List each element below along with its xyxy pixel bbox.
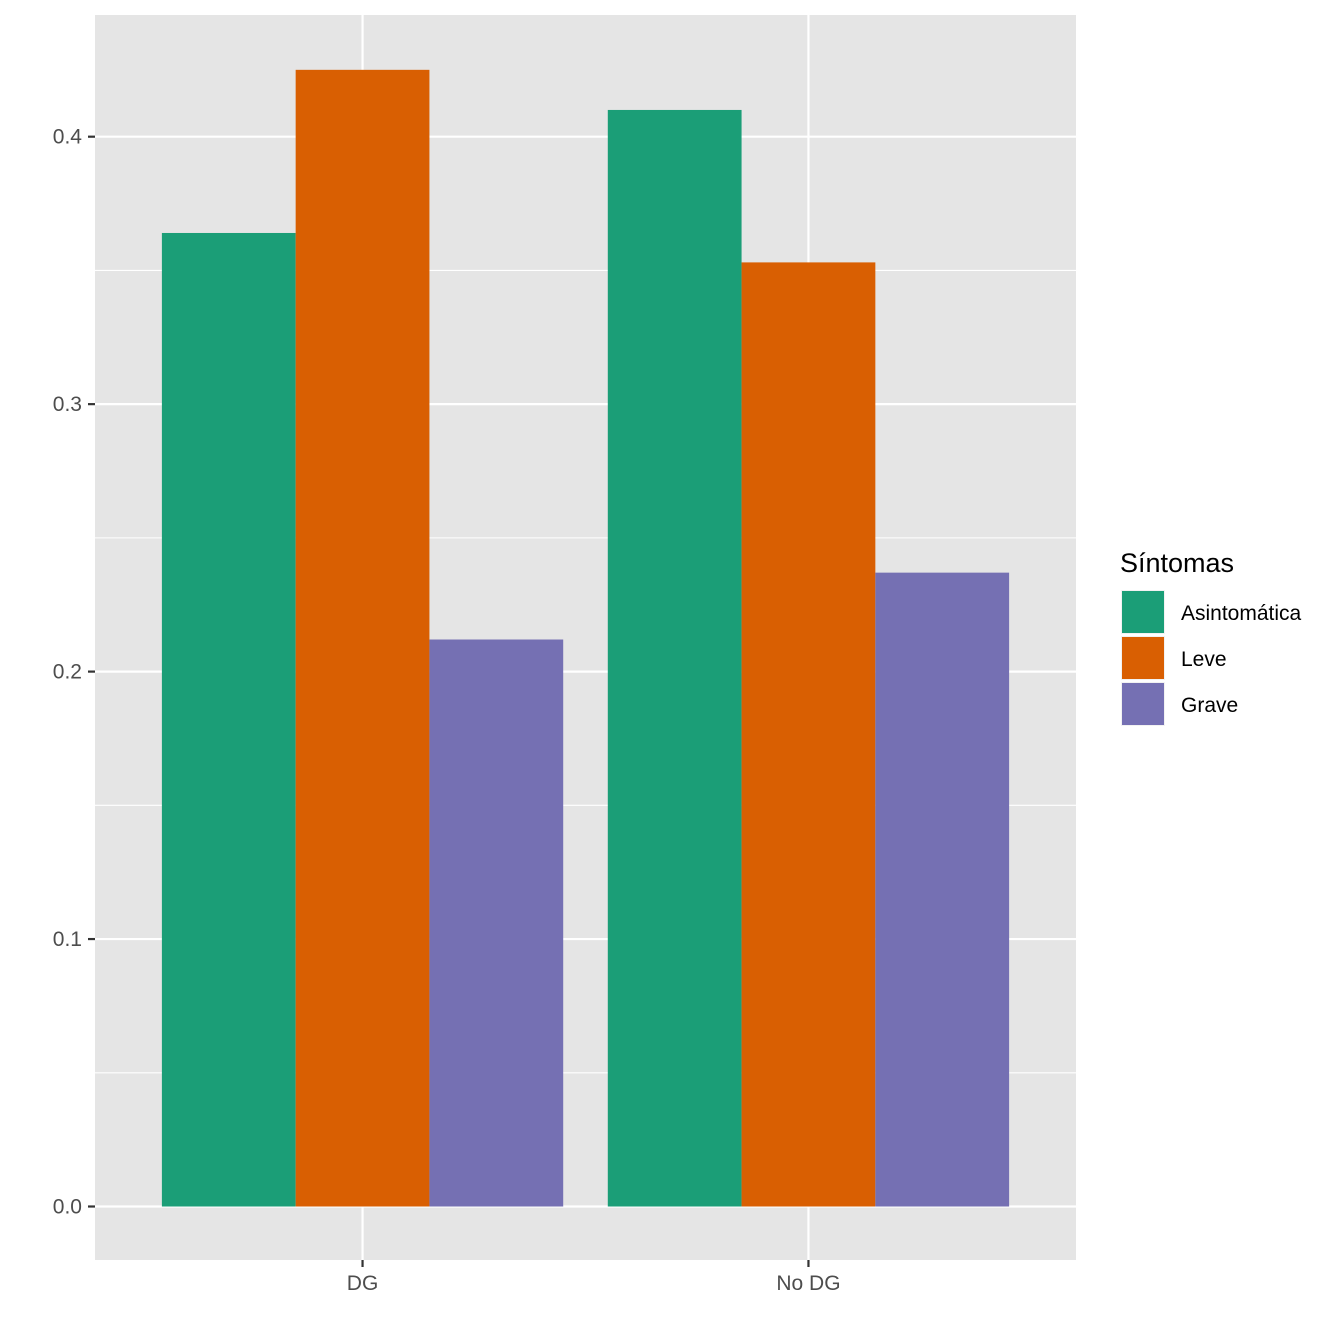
bar-dg-leve xyxy=(295,69,430,1207)
x-tick-label: DG xyxy=(347,1272,379,1295)
y-tick-label: 0.3 xyxy=(53,393,82,416)
x-axis: DG No DG xyxy=(347,1260,841,1295)
legend-key xyxy=(1122,591,1164,633)
bar-dg-grave xyxy=(429,639,564,1207)
bar-no-dg-leve xyxy=(741,262,876,1207)
legend-label: Leve xyxy=(1181,648,1227,671)
y-tick-label: 0.2 xyxy=(53,661,82,684)
bar-no-dg-asintomatica xyxy=(607,109,742,1207)
bar-no-dg-grave xyxy=(875,572,1010,1207)
x-tick-label: No DG xyxy=(776,1272,840,1295)
y-tick-label: 0.1 xyxy=(53,928,82,951)
legend: Síntomas Asintomática Leve Grave xyxy=(1120,548,1302,726)
bars xyxy=(161,69,1010,1207)
y-tick-label: 0.4 xyxy=(53,126,83,149)
bar-dg-asintomatica xyxy=(161,232,296,1207)
y-tick-label: 0.0 xyxy=(53,1196,82,1219)
legend-key xyxy=(1122,683,1164,725)
legend-key xyxy=(1122,637,1164,679)
legend-label: Asintomática xyxy=(1181,602,1302,625)
legend-label: Grave xyxy=(1181,694,1238,717)
legend-title: Síntomas xyxy=(1120,548,1234,578)
y-axis: 0.0 0.1 0.2 0.3 0.4 xyxy=(53,126,95,1219)
